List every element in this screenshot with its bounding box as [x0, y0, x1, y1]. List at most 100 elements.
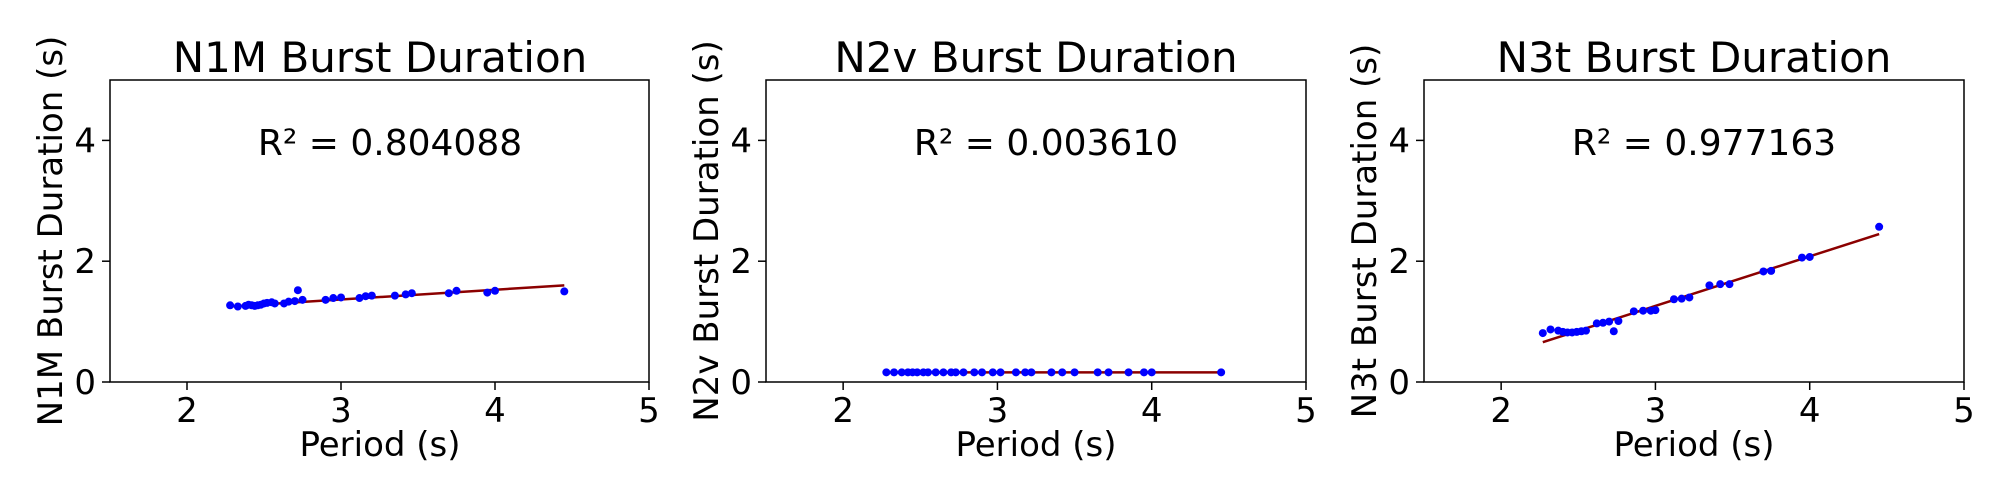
data-point [897, 368, 906, 377]
data-point [1546, 325, 1555, 334]
data-point [1677, 294, 1686, 303]
data-point [270, 299, 279, 308]
y-tick-label: 0 [74, 363, 96, 403]
data-point [1639, 306, 1648, 315]
data-point [1605, 317, 1614, 326]
data-point [407, 289, 416, 298]
plot-frame [1423, 79, 1965, 383]
data-point [452, 286, 461, 295]
y-tick-label: 2 [74, 242, 96, 282]
data-point [1124, 368, 1133, 377]
data-point [293, 286, 302, 295]
y-tick-label: 4 [730, 121, 752, 161]
data-point [996, 368, 1005, 377]
chart-title: N1M Burst Duration [173, 33, 588, 82]
y-tick-label: 4 [74, 121, 96, 161]
data-point [1805, 252, 1814, 261]
data-point [401, 290, 410, 299]
x-axis-label: Period (s) [1613, 425, 1774, 465]
data-point [226, 301, 235, 310]
x-tick-label: 2 [176, 391, 198, 431]
data-point [329, 294, 338, 303]
data-point [1047, 368, 1056, 377]
y-axis-label: N3t Burst Duration (s) [1345, 44, 1385, 419]
data-point [284, 297, 293, 306]
chart-title: N3t Burst Duration [1497, 33, 1892, 82]
x-tick-label: 2 [832, 391, 854, 431]
data-point [1598, 318, 1607, 327]
data-point [1093, 368, 1102, 377]
data-point [1582, 326, 1590, 335]
data-point [988, 368, 997, 377]
data-point [1104, 368, 1113, 377]
data-point [491, 286, 499, 295]
data-point [1070, 368, 1079, 377]
data-point [1875, 222, 1884, 231]
x-tick-label: 2 [1490, 391, 1512, 431]
data-point [1759, 267, 1768, 276]
data-points [1538, 222, 1884, 338]
x-tick-label: 4 [1141, 391, 1163, 431]
x-tick-label: 4 [484, 391, 506, 431]
y-axis-label: N2v Burst Duration (s) [687, 40, 727, 421]
panel-n2v-burst-duration: N2v Burst Duration R² = 0.003610 Period … [687, 33, 1317, 465]
data-point [959, 368, 968, 377]
data-point [361, 292, 370, 301]
data-point [337, 293, 345, 302]
plot-frame [765, 79, 1307, 383]
y-axis-label: N1M Burst Duration (s) [31, 36, 71, 427]
x-tick-label: 5 [1953, 391, 1975, 431]
r-squared-annotation: R² = 0.804088 [258, 123, 522, 164]
data-point [1685, 293, 1694, 302]
r-squared-annotation: R² = 0.003610 [914, 123, 1178, 164]
data-point [1217, 368, 1226, 377]
axis-ticks: 2 3 4 5 0 2 4 [730, 121, 1316, 431]
panel-n1m-burst-duration: N1M Burst Duration R² = 0.804088 Period … [31, 33, 660, 465]
data-point [1140, 368, 1148, 377]
data-points [226, 286, 569, 311]
data-point [1767, 266, 1776, 275]
axis-ticks: 2 3 4 5 0 2 4 [1388, 121, 1974, 431]
x-tick-label: 3 [330, 391, 352, 431]
data-point [1725, 280, 1734, 289]
y-tick-label: 0 [730, 363, 752, 403]
chart-title: N2v Burst Duration [834, 33, 1237, 82]
data-point [1705, 281, 1714, 290]
data-point [1147, 368, 1156, 377]
data-point [924, 368, 932, 377]
x-tick-label: 5 [638, 391, 660, 431]
data-point [483, 288, 492, 297]
y-tick-label: 2 [730, 242, 752, 282]
data-point [321, 295, 330, 304]
data-point [1058, 368, 1067, 377]
data-point [890, 368, 899, 377]
data-point [1011, 368, 1020, 377]
data-point [1716, 280, 1725, 289]
x-tick-label: 5 [1295, 391, 1317, 431]
data-point [233, 302, 242, 311]
x-tick-label: 3 [1645, 391, 1667, 431]
data-point [978, 368, 986, 377]
data-point [970, 368, 979, 377]
data-point [390, 291, 399, 300]
plot-frame [109, 79, 650, 383]
data-point [1629, 307, 1638, 316]
y-tick-label: 4 [1388, 121, 1410, 161]
data-point [444, 289, 453, 298]
data-point [939, 368, 948, 377]
r-squared-annotation: R² = 0.977163 [1572, 123, 1836, 164]
data-point [931, 368, 940, 377]
data-point [1609, 327, 1618, 336]
data-point [355, 294, 364, 303]
data-point [290, 297, 299, 306]
data-point [1651, 306, 1660, 315]
x-axis-label: Period (s) [955, 425, 1116, 465]
x-tick-label: 4 [1799, 391, 1821, 431]
y-tick-label: 2 [1388, 242, 1410, 282]
data-point [1538, 329, 1547, 338]
data-point [1669, 295, 1678, 304]
data-point [560, 287, 569, 296]
data-point [1021, 368, 1030, 377]
data-point [913, 368, 922, 377]
